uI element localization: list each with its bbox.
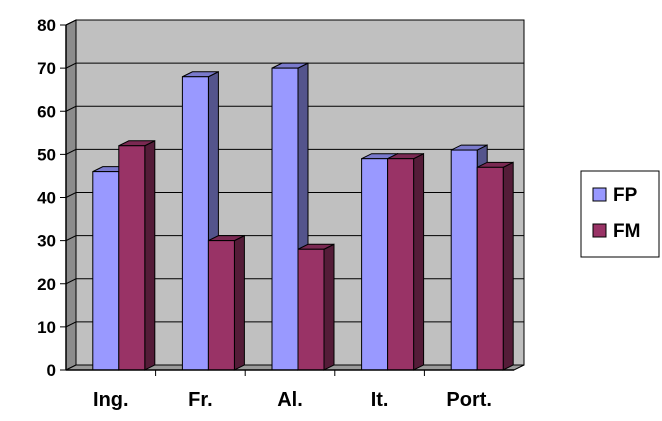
axes: 0 10 20 30 40 50 60 70 80 Ing. Fr. Al. It. Port.: [37, 16, 514, 411]
y-tick-label: 30: [37, 232, 56, 251]
bar-fm: [387, 152, 425, 371]
x-tick-label: Fr.: [188, 389, 212, 411]
y-tick-label: 70: [37, 59, 56, 78]
x-tick-label: Ing.: [93, 389, 129, 411]
bar-group: [92, 62, 514, 371]
y-tick-label: 20: [37, 275, 56, 294]
y-tick-label: 0: [47, 361, 56, 380]
y-tick-label: 80: [37, 16, 56, 35]
x-tick-label: Port.: [446, 389, 492, 411]
x-tick-label: Al.: [277, 389, 303, 411]
gridline: [65, 62, 524, 69]
gridline: [65, 148, 524, 155]
legend-box: [580, 170, 660, 258]
legend-label-fm: FM: [613, 221, 640, 242]
y-tick-label: 40: [37, 189, 56, 208]
gridline: [65, 105, 524, 112]
bar-fm: [476, 161, 514, 371]
y-tick-label: 60: [37, 102, 56, 121]
gridline: [65, 19, 524, 26]
legend-swatch-fm: [592, 223, 607, 238]
legend-label-fp: FP: [613, 185, 638, 206]
legend-swatch-fp: [592, 187, 607, 202]
bar-fm: [297, 243, 335, 371]
legend: FP FM: [580, 170, 660, 258]
y-tick-label: 50: [37, 145, 56, 164]
bar-fm: [207, 234, 245, 371]
y-tick-label: 10: [37, 318, 56, 337]
x-tick-label: It.: [371, 389, 389, 411]
bar-fm: [118, 139, 156, 371]
